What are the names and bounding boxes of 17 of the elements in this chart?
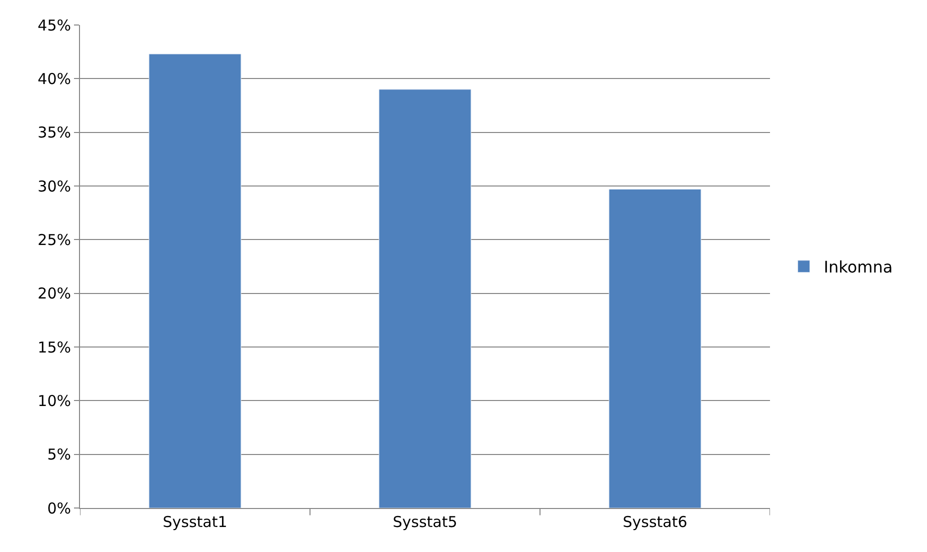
y-tick-label: 20%: [38, 284, 71, 303]
legend-label: Inkomna: [824, 258, 893, 277]
bar: [148, 54, 242, 508]
bar: [378, 89, 472, 508]
x-tick-label: Sysstat1: [162, 513, 228, 531]
y-tick-label: 45%: [38, 16, 71, 34]
y-tick-label: 10%: [38, 392, 71, 410]
y-tick-label: 0%: [47, 499, 71, 518]
x-tick-label: Sysstat5: [392, 513, 458, 531]
y-tick-label: 25%: [38, 230, 71, 249]
y-tick-label: 5%: [47, 446, 71, 464]
y-tick-label: 15%: [38, 338, 71, 356]
bar: [608, 188, 702, 508]
y-tick-label: 40%: [38, 70, 71, 88]
y-tick-label: 35%: [38, 124, 71, 142]
x-tick-label: Sysstat6: [622, 513, 688, 531]
y-tick-label: 30%: [38, 177, 71, 196]
